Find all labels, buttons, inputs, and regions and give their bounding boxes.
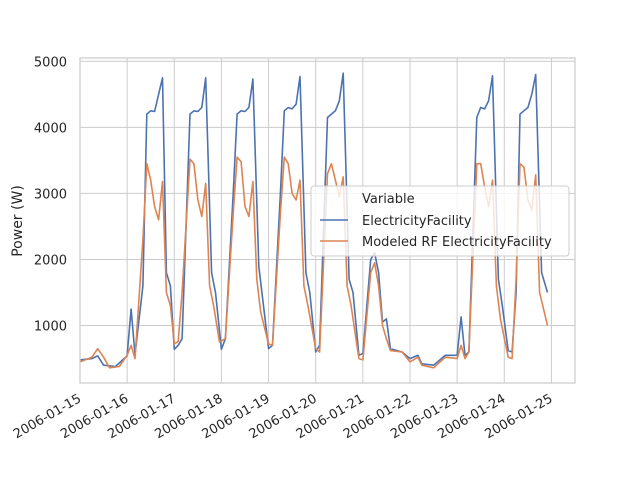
legend-box [310, 185, 570, 257]
series-line-modeled-rf [79, 156, 549, 369]
y-tick-label: 5000 [34, 55, 67, 70]
y-tick-label: 1000 [34, 320, 67, 335]
x-tick-labels: 2006-01-152006-01-162006-01-172006-01-18… [11, 391, 555, 442]
legend: Variable ElectricityFacility Modeled RF … [310, 185, 570, 257]
y-tick-labels: 1000 2000 3000 4000 5000 [34, 55, 67, 334]
legend-entry-modeled-rf: Modeled RF ElectricityFacility [362, 235, 552, 250]
y-tick-label: 2000 [34, 253, 67, 268]
y-axis-label: Power (W) [10, 185, 26, 257]
legend-entry-electricity-facility: ElectricityFacility [362, 214, 472, 229]
series-line-electricity-facility [79, 72, 549, 368]
series-layer [79, 72, 549, 369]
plot-frame [79, 57, 576, 384]
y-tick-label: 4000 [34, 121, 67, 136]
y-tick-label: 3000 [34, 187, 67, 202]
legend-title: Variable [362, 192, 415, 207]
